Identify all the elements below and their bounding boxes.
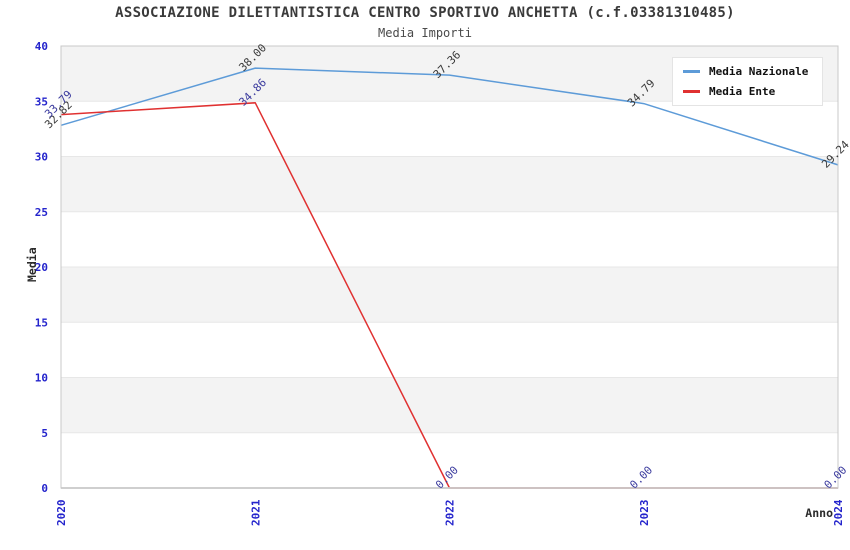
x-tick-label: 2023 [638, 500, 651, 527]
y-tick-label: 20 [35, 261, 48, 274]
x-axis-title: Anno [805, 506, 833, 520]
x-tick-label: 2024 [832, 499, 845, 526]
y-tick-label: 40 [35, 40, 48, 53]
y-tick-label: 30 [35, 151, 48, 164]
chart-title: ASSOCIAZIONE DILETTANTISTICA CENTRO SPOR… [115, 5, 735, 21]
legend-line-swatch [683, 90, 700, 93]
x-tick-label: 2021 [249, 499, 262, 526]
grid-band [61, 156, 838, 212]
grid-band [61, 267, 838, 323]
y-tick-label: 35 [35, 95, 48, 108]
legend-label: Media Nazionale [709, 65, 809, 78]
legend: Media Nazionale Media Ente [672, 57, 824, 106]
y-tick-label: 10 [35, 372, 48, 385]
y-axis-title: Media [25, 247, 39, 282]
x-tick-label: 2020 [55, 500, 68, 527]
legend-item-media-ente: Media Ente [683, 85, 808, 98]
series-line-media-nazionale [60, 67, 839, 166]
y-tick-label: 25 [35, 206, 48, 219]
grid-band [61, 377, 838, 433]
chart-subtitle: Media Importi [378, 26, 472, 40]
x-tick-label: 2022 [444, 500, 457, 527]
legend-line-swatch [683, 70, 700, 73]
legend-label: Media Ente [709, 85, 776, 98]
y-tick-label: 5 [41, 427, 48, 440]
y-tick-label: 0 [41, 482, 48, 495]
legend-item-media-nazionale: Media Nazionale [683, 65, 808, 78]
y-tick-label: 15 [35, 316, 48, 329]
